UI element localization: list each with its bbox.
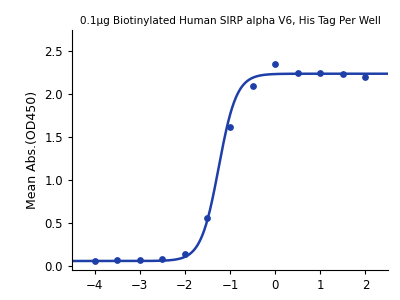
Point bbox=[182, 251, 188, 256]
Point bbox=[249, 83, 256, 88]
Point bbox=[114, 258, 120, 262]
Point bbox=[204, 215, 211, 220]
Point bbox=[272, 62, 278, 67]
Point bbox=[91, 258, 98, 263]
Point bbox=[159, 257, 166, 262]
Point bbox=[340, 71, 346, 76]
Point bbox=[317, 70, 324, 75]
Point bbox=[227, 124, 233, 129]
Point bbox=[362, 75, 369, 80]
Point bbox=[136, 257, 143, 262]
Point bbox=[294, 70, 301, 75]
Y-axis label: Mean Abs.(OD450): Mean Abs.(OD450) bbox=[26, 91, 39, 209]
Title: 0.1μg Biotinylated Human SIRP alpha V6, His Tag Per Well: 0.1μg Biotinylated Human SIRP alpha V6, … bbox=[80, 16, 380, 26]
